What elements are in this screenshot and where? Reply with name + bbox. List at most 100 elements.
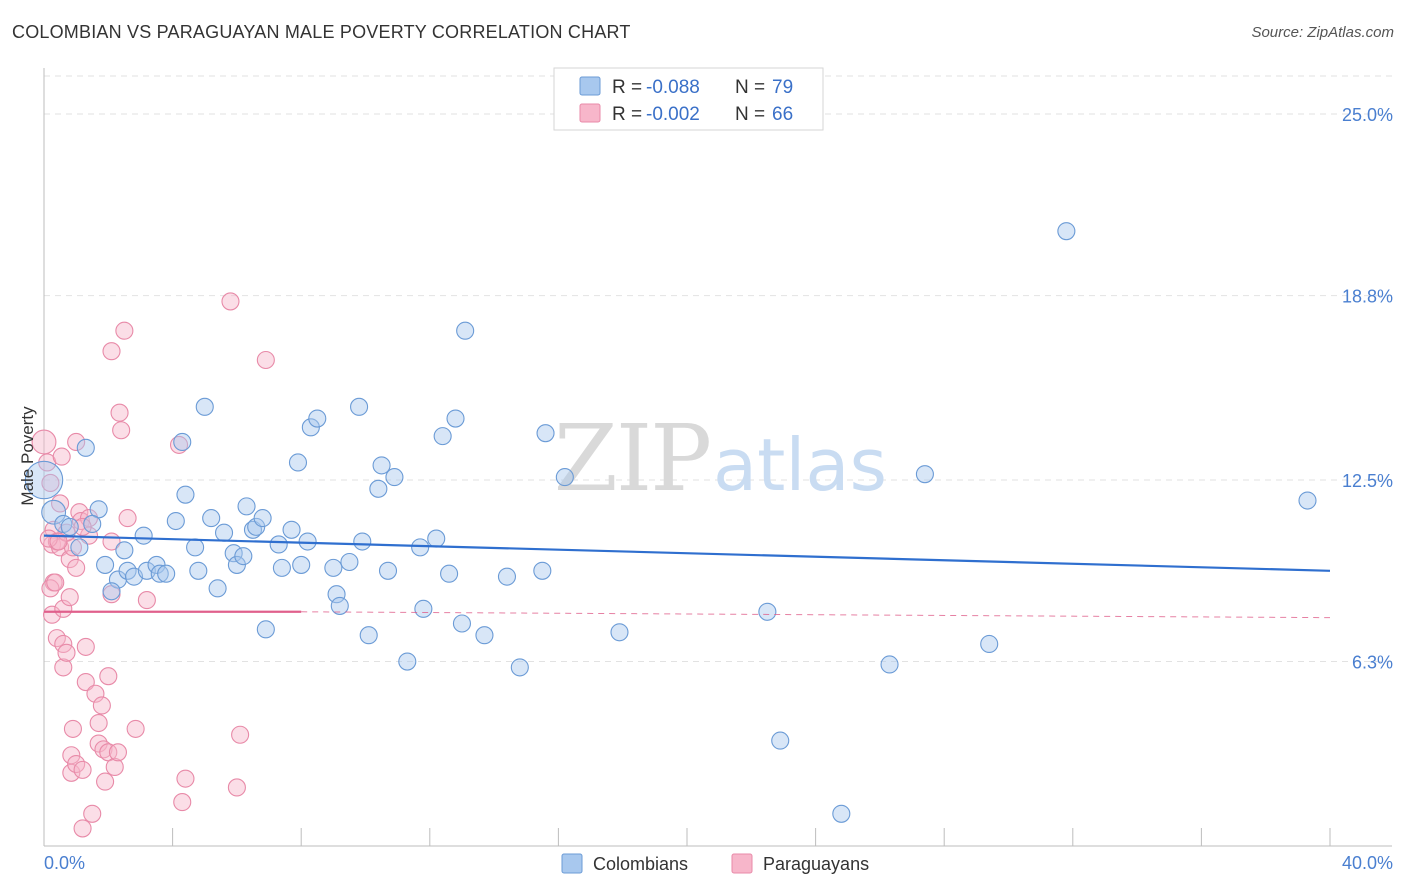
colombian-point [353,532,372,551]
colombian-point [202,509,221,528]
colombian-point [186,538,205,557]
colombian-point [398,652,417,671]
paraguayan-point [221,292,240,311]
x-tick-label-max: 40.0% [1342,853,1393,873]
colombian-point [497,567,517,586]
colombian-point [253,509,272,528]
colombian-point [272,558,291,577]
colombian-point [427,529,446,548]
colombian-point [475,626,494,645]
paraguayan-point [60,588,79,607]
legend-bottom-label-colombians: Colombians [593,854,688,874]
colombian-point [1057,222,1076,241]
paraguayan-point [110,403,129,422]
paraguayan-point [231,725,250,744]
colombian-point [115,541,134,560]
paraguayan-point [256,350,275,370]
paraguayan-point [227,778,246,797]
colombian-point [350,397,369,416]
colombian-point [446,409,465,428]
paraguayan-point [173,793,192,812]
legend-r-value-2: -0.002 [646,104,700,125]
colombian-point [60,517,79,536]
colombian-point [288,453,308,472]
paraguayan-point [137,591,156,610]
colombian-point [157,564,176,583]
axes [43,68,1392,847]
colombian-point [452,614,472,633]
colombian-point [102,582,121,601]
colombian-point [385,468,404,487]
paraguayan-point [63,719,82,738]
legend-n-value-1: 79 [772,77,793,98]
colombian-point [234,547,253,566]
colombian-point [758,602,777,621]
paraguayan-point [102,342,121,361]
colombian-point [269,535,288,554]
colombian-point [243,520,263,539]
colombian-point [980,634,999,654]
colombian-point [369,479,388,498]
paraguayan-point [99,667,118,686]
colombian-point [308,409,327,428]
colombian-point [70,538,89,557]
paraguayan-point [52,447,71,466]
colombian-point [24,460,64,500]
x-tick-label-min: 0.0% [44,853,85,873]
paraguayan-point [54,658,73,677]
colombian-point [189,561,208,580]
colombian-point [433,427,452,446]
y-tick-label: 18.8% [1342,287,1393,307]
colombian-point [41,499,67,525]
colombian-point [208,579,227,598]
paraguayan-point [126,719,145,738]
watermark: ZIP atlas [554,405,887,512]
colombian-point [324,558,343,577]
axis-labels: 6.3% 12.5% 18.8% 25.0% 0.0% 40.0% Male Poverty [18,105,1393,873]
colombian-point [330,596,349,615]
paraguayans-points [31,292,275,838]
colombian-point [555,468,574,487]
paraguayan-point [169,435,189,454]
legend-swatch-colombians [579,76,601,96]
colombian-point [173,432,192,452]
colombian-point [340,552,359,572]
paraguayan-point [46,573,65,592]
colombian-point [166,511,185,531]
colombian-point [915,465,934,484]
y-tick-label: 6.3% [1352,653,1393,673]
paraguayan-point [94,740,113,759]
paraguayan-point [105,757,124,777]
legend-series: Colombians Paraguayans [561,853,869,874]
colombian-point [76,438,95,457]
legend-n-value-2: 66 [772,104,793,125]
colombian-point [195,397,214,416]
colombian-point [96,555,115,574]
chart-source: Source: ZipAtlas.com [1251,24,1394,41]
colombian-point [327,585,346,604]
colombians-trend-line [43,534,1331,572]
legend-r-label-1: R = [612,77,642,98]
legend-bottom-swatch-colombians [561,853,583,874]
paraguayan-point [62,746,81,765]
paraguayan-point [108,743,127,762]
colombian-point [176,485,195,504]
paraguayan-point [118,509,137,528]
paraguayan-point [54,599,73,618]
colombian-point [1298,491,1317,510]
y-tick-label: 25.0% [1342,105,1393,125]
paraguayan-point [41,473,60,493]
paraguayan-point [62,763,81,782]
legend-n-label-2: N = [735,104,765,125]
paraguayan-point [96,772,115,791]
colombian-point [533,561,552,580]
colombian-point [214,523,234,542]
colombian-point [292,555,311,574]
colombians-points [24,222,1317,823]
paraguayan-point [112,421,131,440]
paraguayan-point [73,760,92,779]
colombian-point [372,456,391,475]
paraguayan-point [31,429,57,455]
colombian-point [83,514,102,533]
watermark-atlas: atlas [713,423,887,507]
